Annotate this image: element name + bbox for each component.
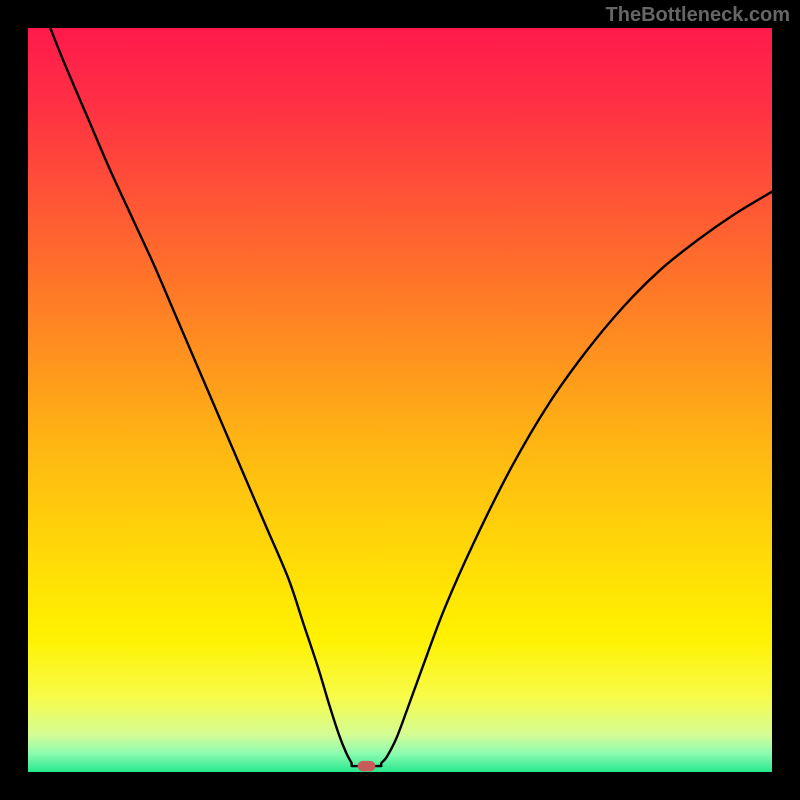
watermark-text: TheBottleneck.com	[606, 4, 790, 27]
gradient-background	[28, 28, 772, 772]
plot-area	[28, 28, 772, 772]
chart-container: TheBottleneck.com	[0, 0, 800, 800]
plot-svg	[28, 28, 772, 772]
optimal-point-marker	[358, 761, 376, 771]
